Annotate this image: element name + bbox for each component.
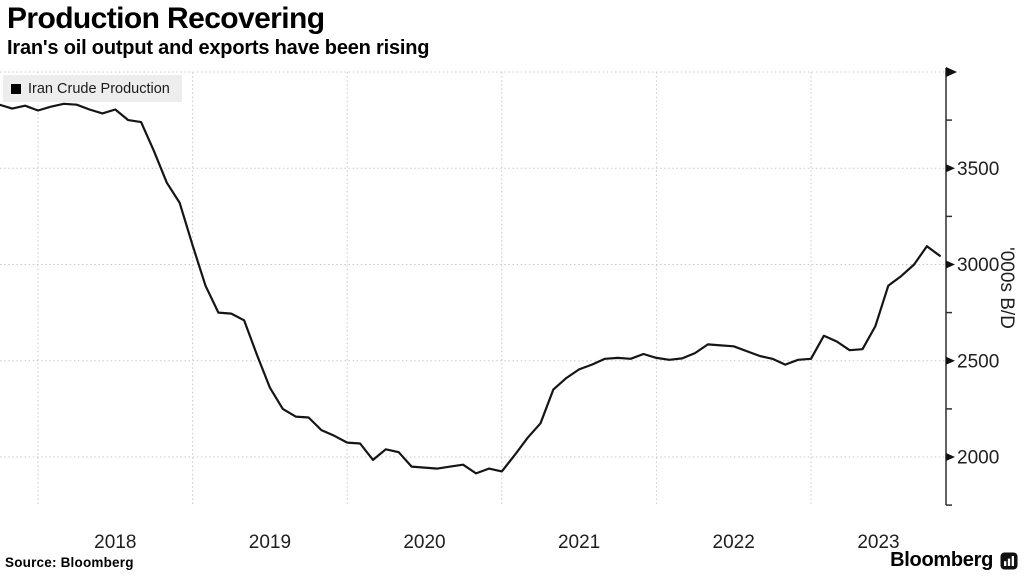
bloomberg-wordmark: Bloomberg	[890, 549, 993, 571]
x-year-label: 2023	[857, 532, 899, 553]
bloomberg-logo: Bloomberg	[890, 549, 1018, 572]
y-tick-label: 2500	[957, 351, 999, 372]
legend-swatch-icon	[11, 83, 21, 94]
x-year-label: 2020	[403, 532, 445, 553]
source-attribution: Source: Bloomberg	[5, 555, 134, 570]
bloomberg-terminal-icon	[1000, 552, 1018, 569]
y-tick-label: 3000	[957, 255, 999, 276]
y-major-tick-icon	[946, 164, 955, 173]
y-major-tick-icon	[946, 356, 955, 365]
legend: Iran Crude Production	[3, 75, 182, 102]
y-axis-unit-label: '000s B/D	[996, 247, 1017, 329]
x-year-label: 2019	[249, 532, 291, 553]
legend-label: Iran Crude Production	[28, 80, 170, 97]
chart-subtitle: Iran's oil output and exports have been …	[7, 37, 430, 59]
production-line	[0, 102, 941, 475]
y-tick-label: 3500	[957, 159, 999, 180]
y-axis-top-arrow-icon	[946, 67, 957, 77]
x-year-label: 2021	[558, 532, 600, 553]
x-year-label: 2022	[713, 532, 755, 553]
y-major-tick-icon	[946, 260, 955, 269]
y-tick-label: 2000	[957, 448, 999, 469]
x-year-label: 2018	[94, 532, 136, 553]
chart-title: Production Recovering	[7, 2, 325, 35]
y-major-tick-icon	[946, 453, 955, 461]
